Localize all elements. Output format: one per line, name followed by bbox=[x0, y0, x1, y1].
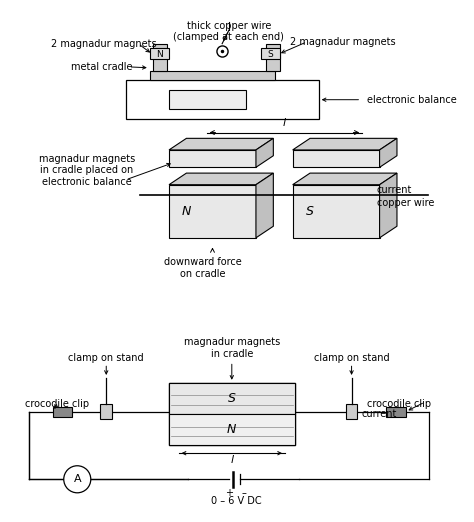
Polygon shape bbox=[256, 173, 273, 238]
Bar bbox=[169, 383, 294, 414]
Polygon shape bbox=[169, 173, 273, 185]
Text: l: l bbox=[230, 455, 233, 465]
Text: N: N bbox=[156, 50, 163, 59]
Text: clamp on stand: clamp on stand bbox=[68, 353, 144, 363]
Text: +: + bbox=[225, 488, 233, 498]
Text: crocodile clip: crocodile clip bbox=[367, 399, 431, 409]
Polygon shape bbox=[169, 150, 256, 168]
Text: A: A bbox=[73, 474, 81, 484]
Text: –: – bbox=[242, 488, 247, 498]
Polygon shape bbox=[380, 138, 397, 168]
Text: 2 magnadur magnets: 2 magnadur magnets bbox=[52, 39, 157, 49]
Bar bbox=[265, 44, 280, 70]
Polygon shape bbox=[169, 138, 273, 150]
Bar bbox=[169, 414, 294, 445]
Polygon shape bbox=[292, 185, 380, 238]
Bar bbox=[100, 404, 112, 419]
Bar bbox=[169, 383, 294, 445]
Text: copper wire: copper wire bbox=[377, 197, 434, 208]
Text: crocodile clip: crocodile clip bbox=[25, 399, 89, 409]
Text: thick copper wire
(clamped at each end): thick copper wire (clamped at each end) bbox=[173, 20, 284, 42]
Text: downward force
on cradle: downward force on cradle bbox=[164, 257, 242, 279]
Polygon shape bbox=[292, 150, 380, 168]
Text: S: S bbox=[228, 392, 236, 405]
Bar bbox=[150, 48, 169, 59]
Circle shape bbox=[64, 466, 91, 493]
Text: magnadur magnets
in cradle: magnadur magnets in cradle bbox=[184, 337, 280, 359]
Bar bbox=[261, 48, 280, 59]
Text: 2 magnadur magnets: 2 magnadur magnets bbox=[290, 37, 396, 47]
Polygon shape bbox=[169, 185, 256, 238]
Text: clamp on stand: clamp on stand bbox=[314, 353, 389, 363]
Bar bbox=[169, 90, 246, 110]
Bar bbox=[153, 44, 167, 70]
Polygon shape bbox=[292, 138, 397, 150]
Bar bbox=[150, 70, 275, 80]
Text: 0 – 6 V DC: 0 – 6 V DC bbox=[211, 496, 262, 506]
Text: magnadur magnets
in cradle placed on
electronic balance: magnadur magnets in cradle placed on ele… bbox=[39, 153, 135, 187]
Polygon shape bbox=[292, 173, 397, 185]
Bar bbox=[386, 407, 406, 417]
Text: S: S bbox=[267, 50, 273, 59]
Text: current: current bbox=[361, 409, 397, 419]
Bar bbox=[126, 80, 319, 119]
Text: l: l bbox=[283, 118, 286, 128]
Text: S: S bbox=[306, 205, 314, 218]
Polygon shape bbox=[380, 173, 397, 238]
Bar bbox=[346, 404, 357, 419]
Text: N: N bbox=[227, 423, 237, 436]
Bar bbox=[53, 407, 73, 417]
Text: electronic balance: electronic balance bbox=[367, 94, 457, 105]
Polygon shape bbox=[256, 138, 273, 168]
Text: metal cradle: metal cradle bbox=[71, 62, 132, 72]
Text: N: N bbox=[182, 205, 191, 218]
Text: current: current bbox=[377, 185, 412, 195]
